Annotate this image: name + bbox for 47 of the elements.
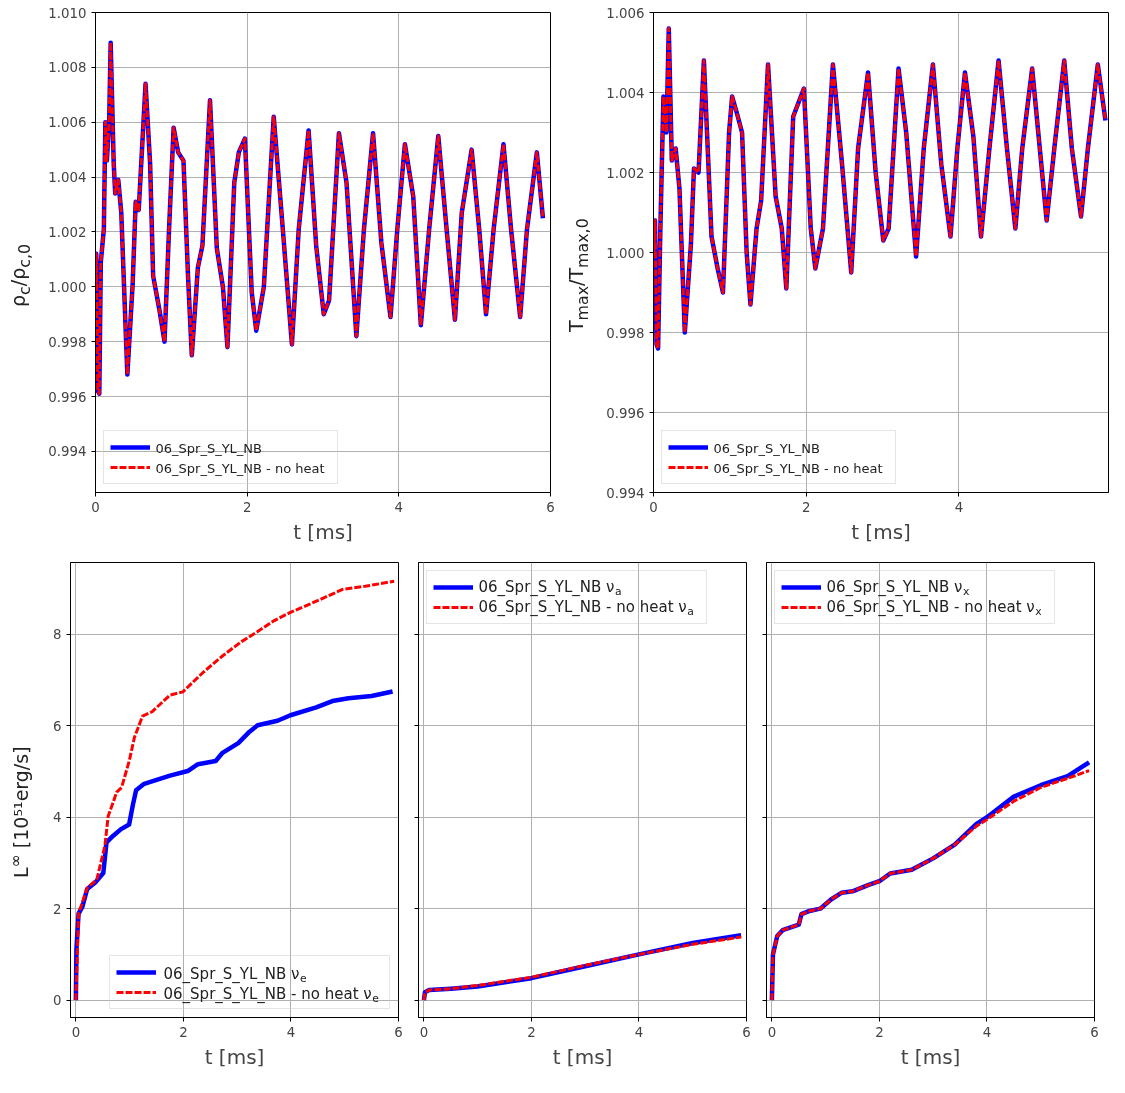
x-axis-title: t [ms]	[293, 519, 353, 544]
y-tick-label: 0.994	[606, 485, 645, 501]
x-tick-label: 4	[954, 499, 964, 515]
y-tick-label: 1.000	[606, 245, 645, 261]
x-tick-label: 4	[286, 1024, 296, 1040]
x-tick-label: 2	[527, 1024, 536, 1040]
y-tick-label: 0.998	[606, 325, 645, 341]
y-tick-label: 1.006	[48, 115, 87, 131]
x-tick-label: 2	[242, 499, 252, 515]
x-tick-label: 0	[767, 1024, 777, 1040]
y-tick-label: 0.994	[48, 444, 87, 460]
x-tick-label: 6	[1090, 1024, 1099, 1040]
x-tick-label: 6	[742, 1024, 751, 1040]
x-tick-label: 6	[394, 1024, 403, 1040]
y-tick-label: 0.996	[606, 405, 645, 421]
x-tick-label: 2	[875, 1024, 884, 1040]
legend-label: 06_Spr_S_YL_NB - no heat	[713, 461, 883, 476]
x-axis-title: t [ms]	[851, 519, 911, 544]
x-tick-label: 4	[394, 499, 404, 515]
y-tick-label: 6	[53, 718, 62, 734]
x-tick-label: 2	[801, 499, 811, 515]
y-tick-label: 1.006	[606, 5, 645, 21]
x-axis-title: t [ms]	[900, 1044, 961, 1069]
y-tick-label: 0.998	[48, 334, 87, 350]
y-tick-label: 2	[53, 901, 62, 917]
y-tick-label: 0.996	[48, 389, 87, 405]
y-tick-label: 1.002	[606, 165, 645, 181]
x-tick-label: 2	[179, 1024, 188, 1040]
y-tick-label: 1.004	[48, 170, 87, 186]
y-tick-label: 1.010	[48, 5, 87, 21]
y-tick-label: 1.008	[48, 60, 87, 76]
y-tick-label: 1.000	[48, 279, 87, 295]
x-tick-label: 6	[546, 499, 555, 515]
legend-label: 06_Spr_S_YL_NB - no heat	[155, 461, 325, 476]
y-tick-label: 1.002	[48, 224, 87, 240]
x-axis-title: t [ms]	[552, 1044, 613, 1069]
y-tick-label: 4	[53, 810, 62, 826]
x-tick-label: 0	[649, 499, 658, 515]
x-tick-label: 0	[419, 1024, 429, 1040]
x-tick-label: 0	[91, 499, 100, 515]
x-tick-label: 4	[982, 1024, 992, 1040]
x-axis-title: t [ms]	[204, 1044, 265, 1069]
y-tick-label: 1.004	[606, 85, 645, 101]
legend-label: 06_Spr_S_YL_NB	[155, 441, 262, 456]
y-tick-label: 8	[53, 627, 62, 643]
legend-label: 06_Spr_S_YL_NB	[713, 441, 820, 456]
y-tick-label: 0	[53, 993, 62, 1009]
